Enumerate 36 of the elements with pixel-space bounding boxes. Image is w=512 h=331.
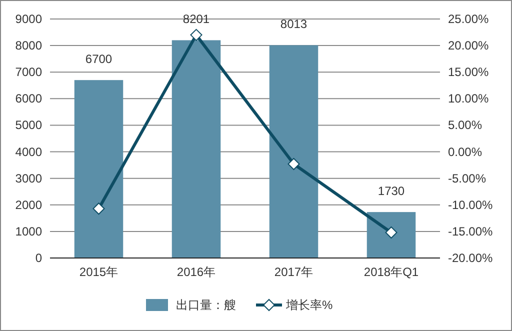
y2-tick-label: 0.00% [448, 144, 482, 159]
y-tick-label: 5000 [15, 118, 42, 132]
x-tick-label: 2016年 [176, 265, 216, 279]
data-label: 8013 [280, 17, 308, 32]
y-tick-label: 2000 [15, 198, 42, 212]
x-tick-label: 2015年 [79, 265, 118, 279]
y-tick-label: 6000 [15, 92, 42, 106]
y2-tick-label: 15.00% [448, 65, 490, 80]
y-tick-label: 0 [35, 251, 42, 265]
bar [74, 80, 124, 258]
bar [269, 45, 318, 258]
point [288, 158, 300, 170]
x-tick-label: 2017年 [274, 265, 314, 279]
y-tick-label: 1000 [15, 224, 42, 238]
y-tick-label: 3000 [15, 171, 42, 186]
y2-tick-label: -5.00% [448, 171, 486, 186]
point [190, 28, 202, 41]
y-tick-label: 9000 [15, 12, 42, 26]
y2-tick-label: -20.00% [448, 251, 494, 265]
y-tick-label: 4000 [15, 144, 42, 159]
y2-tick-label: 20.00% [448, 38, 490, 53]
bar [172, 40, 221, 258]
bar [366, 212, 416, 258]
y-tick-label: 8000 [15, 38, 42, 53]
y2-tick-label: 10.00% [448, 92, 490, 106]
legend-label: 出口量：艘 [176, 298, 236, 312]
point [92, 202, 105, 215]
y2-tick-label: 25.00% [448, 12, 490, 26]
x-tick-label: 2018年Q1 [364, 265, 419, 279]
data-label: 6700 [85, 52, 112, 66]
y2-tick-label: -15.00% [448, 224, 494, 238]
legend-label: 增长率% [285, 298, 333, 312]
y2-tick-label: -10.00% [448, 198, 494, 212]
y2-tick-label: 5.00% [448, 118, 482, 132]
y-tick-label: 7000 [15, 65, 42, 80]
data-label: 1730 [378, 184, 405, 198]
